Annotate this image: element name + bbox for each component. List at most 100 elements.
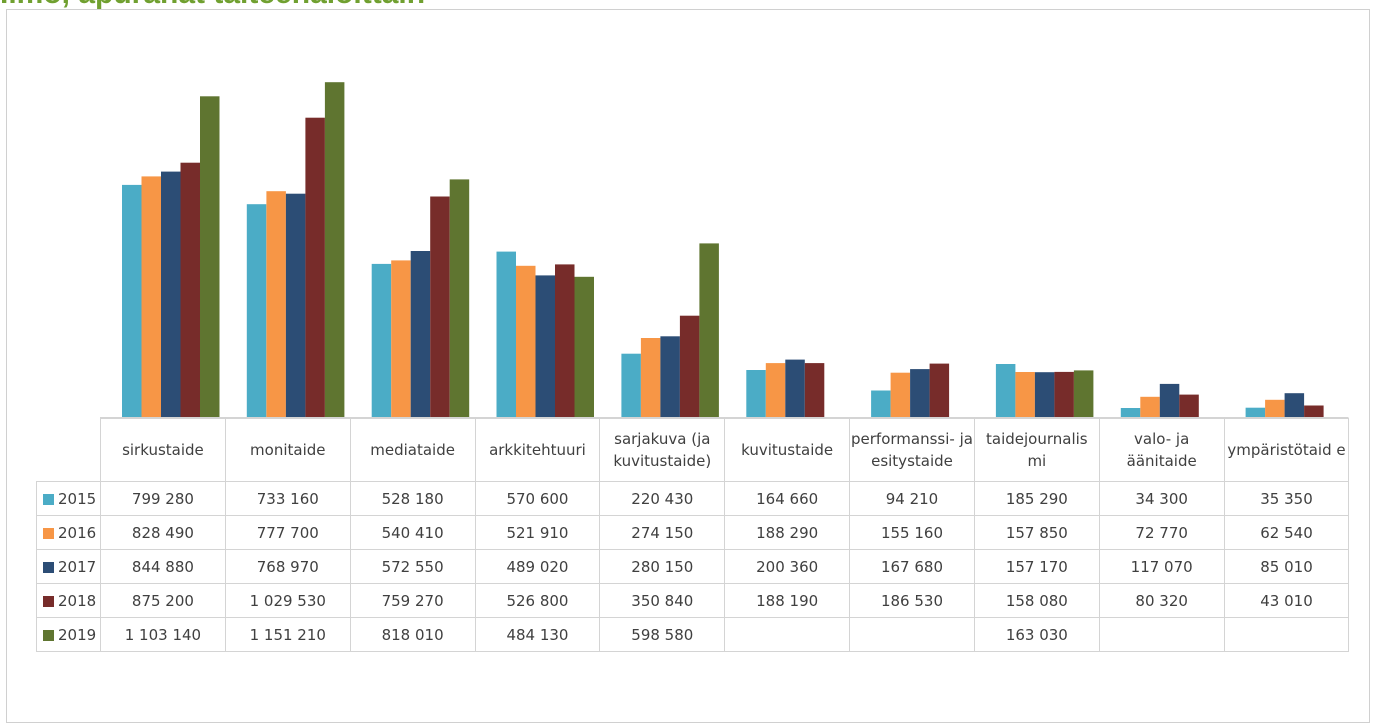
data-label-2019-6 bbox=[849, 617, 975, 652]
bar-2017-9 bbox=[1284, 393, 1305, 418]
bar-2016-6 bbox=[890, 372, 911, 418]
legend-entry-2018: 2018 bbox=[36, 583, 101, 618]
data-label-2017-7: 157 170 bbox=[973, 549, 1100, 584]
bar-2016-7 bbox=[1015, 372, 1035, 418]
legend-swatch bbox=[43, 561, 54, 573]
legend-label: 2017 bbox=[58, 557, 97, 576]
data-label-2015-2: 528 180 bbox=[349, 481, 476, 516]
bar-2015-0 bbox=[122, 184, 142, 418]
data-label-2017-1: 768 970 bbox=[224, 549, 351, 584]
bar-2016-0 bbox=[141, 176, 161, 418]
bar-2017-6 bbox=[910, 369, 930, 418]
legend-entry-2019: 2019 bbox=[36, 617, 101, 652]
legend-entry-2016: 2016 bbox=[36, 515, 101, 550]
data-label-2018-1: 1 029 530 bbox=[224, 583, 351, 618]
bar-2018-1 bbox=[305, 117, 325, 418]
bar-2019-3 bbox=[574, 276, 594, 418]
data-label-2017-2: 572 550 bbox=[349, 549, 476, 584]
data-label-2019-9 bbox=[1223, 617, 1350, 652]
data-label-2016-8: 72 770 bbox=[1098, 515, 1225, 550]
bar-2018-3 bbox=[555, 264, 575, 418]
bar-2016-3 bbox=[516, 265, 536, 418]
data-label-2016-5: 188 290 bbox=[724, 515, 851, 550]
legend-swatch bbox=[43, 595, 54, 607]
data-label-2019-5 bbox=[724, 617, 851, 652]
bar-2016-9 bbox=[1265, 399, 1285, 418]
data-label-2016-7: 157 850 bbox=[973, 515, 1100, 550]
bar-2017-4 bbox=[660, 336, 680, 418]
bar-2019-4 bbox=[699, 243, 719, 418]
data-label-2017-9: 85 010 bbox=[1223, 549, 1350, 584]
bar-2018-2 bbox=[430, 196, 450, 418]
bar-2016-2 bbox=[391, 260, 411, 418]
bar-2017-1 bbox=[285, 193, 306, 418]
data-label-2016-2: 540 410 bbox=[349, 515, 476, 550]
bar-2019-7 bbox=[1073, 370, 1094, 418]
data-label-2015-0: 799 280 bbox=[100, 481, 226, 516]
bar-2015-2 bbox=[371, 263, 392, 418]
bar-2017-3 bbox=[535, 275, 555, 418]
category-label-8: valo- ja äänitaide bbox=[1098, 418, 1225, 482]
data-label-2018-4: 350 840 bbox=[599, 583, 726, 618]
bar-2015-8 bbox=[1120, 408, 1141, 418]
data-label-2019-0: 1 103 140 bbox=[100, 617, 226, 652]
category-label-9: ympäristötaid e bbox=[1223, 418, 1350, 482]
bar-2016-8 bbox=[1140, 396, 1160, 418]
chart-plot-area bbox=[100, 82, 1349, 418]
bar-2018-7 bbox=[1054, 371, 1074, 418]
category-label-0: sirkustaide bbox=[100, 418, 226, 482]
bar-2018-6 bbox=[929, 363, 950, 418]
bar-2019-1 bbox=[324, 82, 345, 418]
data-label-2019-4: 598 580 bbox=[599, 617, 726, 652]
data-label-2016-1: 777 700 bbox=[224, 515, 351, 550]
bar-2017-5 bbox=[785, 359, 805, 418]
data-label-2015-6: 94 210 bbox=[849, 481, 975, 516]
bar-2016-1 bbox=[266, 191, 286, 418]
bar-2017-8 bbox=[1159, 383, 1180, 418]
bar-2017-7 bbox=[1034, 372, 1055, 418]
data-label-2018-8: 80 320 bbox=[1098, 583, 1225, 618]
data-label-2016-9: 62 540 bbox=[1223, 515, 1350, 550]
chart-heading: Ilmo, apurahat taiteenaloittain bbox=[0, 0, 425, 14]
data-label-2018-2: 759 270 bbox=[349, 583, 476, 618]
legend-label: 2018 bbox=[58, 591, 97, 610]
category-label-1: monitaide bbox=[224, 418, 351, 482]
data-label-2015-7: 185 290 bbox=[973, 481, 1100, 516]
data-label-2016-0: 828 490 bbox=[100, 515, 226, 550]
legend-swatch bbox=[43, 493, 54, 505]
data-label-2017-5: 200 360 bbox=[724, 549, 851, 584]
data-label-2015-5: 164 660 bbox=[724, 481, 851, 516]
table-row: 2016 828 490 777 700 540 410 521 910 274 150 1… bbox=[36, 515, 1350, 550]
bar-2018-9 bbox=[1304, 405, 1324, 418]
bar-2019-0 bbox=[200, 96, 220, 418]
bar-2018-4 bbox=[679, 315, 700, 418]
bar-2016-5 bbox=[765, 363, 786, 418]
data-label-2015-4: 220 430 bbox=[599, 481, 726, 516]
data-label-2017-0: 844 880 bbox=[100, 549, 226, 584]
data-label-2019-3: 484 130 bbox=[474, 617, 601, 652]
table-header-row: sirkustaide monitaide mediataide arkkitehtu… bbox=[36, 418, 1350, 482]
data-label-2018-9: 43 010 bbox=[1223, 583, 1350, 618]
data-label-2016-6: 155 160 bbox=[849, 515, 975, 550]
data-label-2018-6: 186 530 bbox=[849, 583, 975, 618]
bar-2015-3 bbox=[496, 251, 516, 418]
data-table: sirkustaide monitaide mediataide arkkitehtu… bbox=[36, 418, 1350, 652]
legend-label: 2015 bbox=[58, 489, 97, 508]
data-label-2018-0: 875 200 bbox=[100, 583, 226, 618]
data-label-2019-1: 1 151 210 bbox=[224, 617, 351, 652]
category-label-4: sarjakuva (ja kuvitustaide) bbox=[599, 418, 726, 482]
table-row: 2019 1 103 140 1 151 210 818 010 484 130 598 … bbox=[36, 617, 1350, 652]
data-label-2017-3: 489 020 bbox=[474, 549, 601, 584]
data-label-2018-5: 188 190 bbox=[724, 583, 851, 618]
data-label-2017-8: 117 070 bbox=[1098, 549, 1225, 584]
bar-2018-0 bbox=[180, 162, 200, 418]
bar-2015-7 bbox=[995, 364, 1016, 418]
data-label-2016-4: 274 150 bbox=[599, 515, 726, 550]
data-label-2017-6: 167 680 bbox=[849, 549, 975, 584]
legend-swatch bbox=[43, 527, 54, 539]
data-label-2019-8 bbox=[1098, 617, 1225, 652]
category-label-6: performanssi- ja esitystaide bbox=[849, 418, 975, 482]
bar-2015-1 bbox=[246, 204, 267, 418]
data-label-2015-9: 35 350 bbox=[1223, 481, 1350, 516]
bar-2019-2 bbox=[449, 179, 470, 418]
